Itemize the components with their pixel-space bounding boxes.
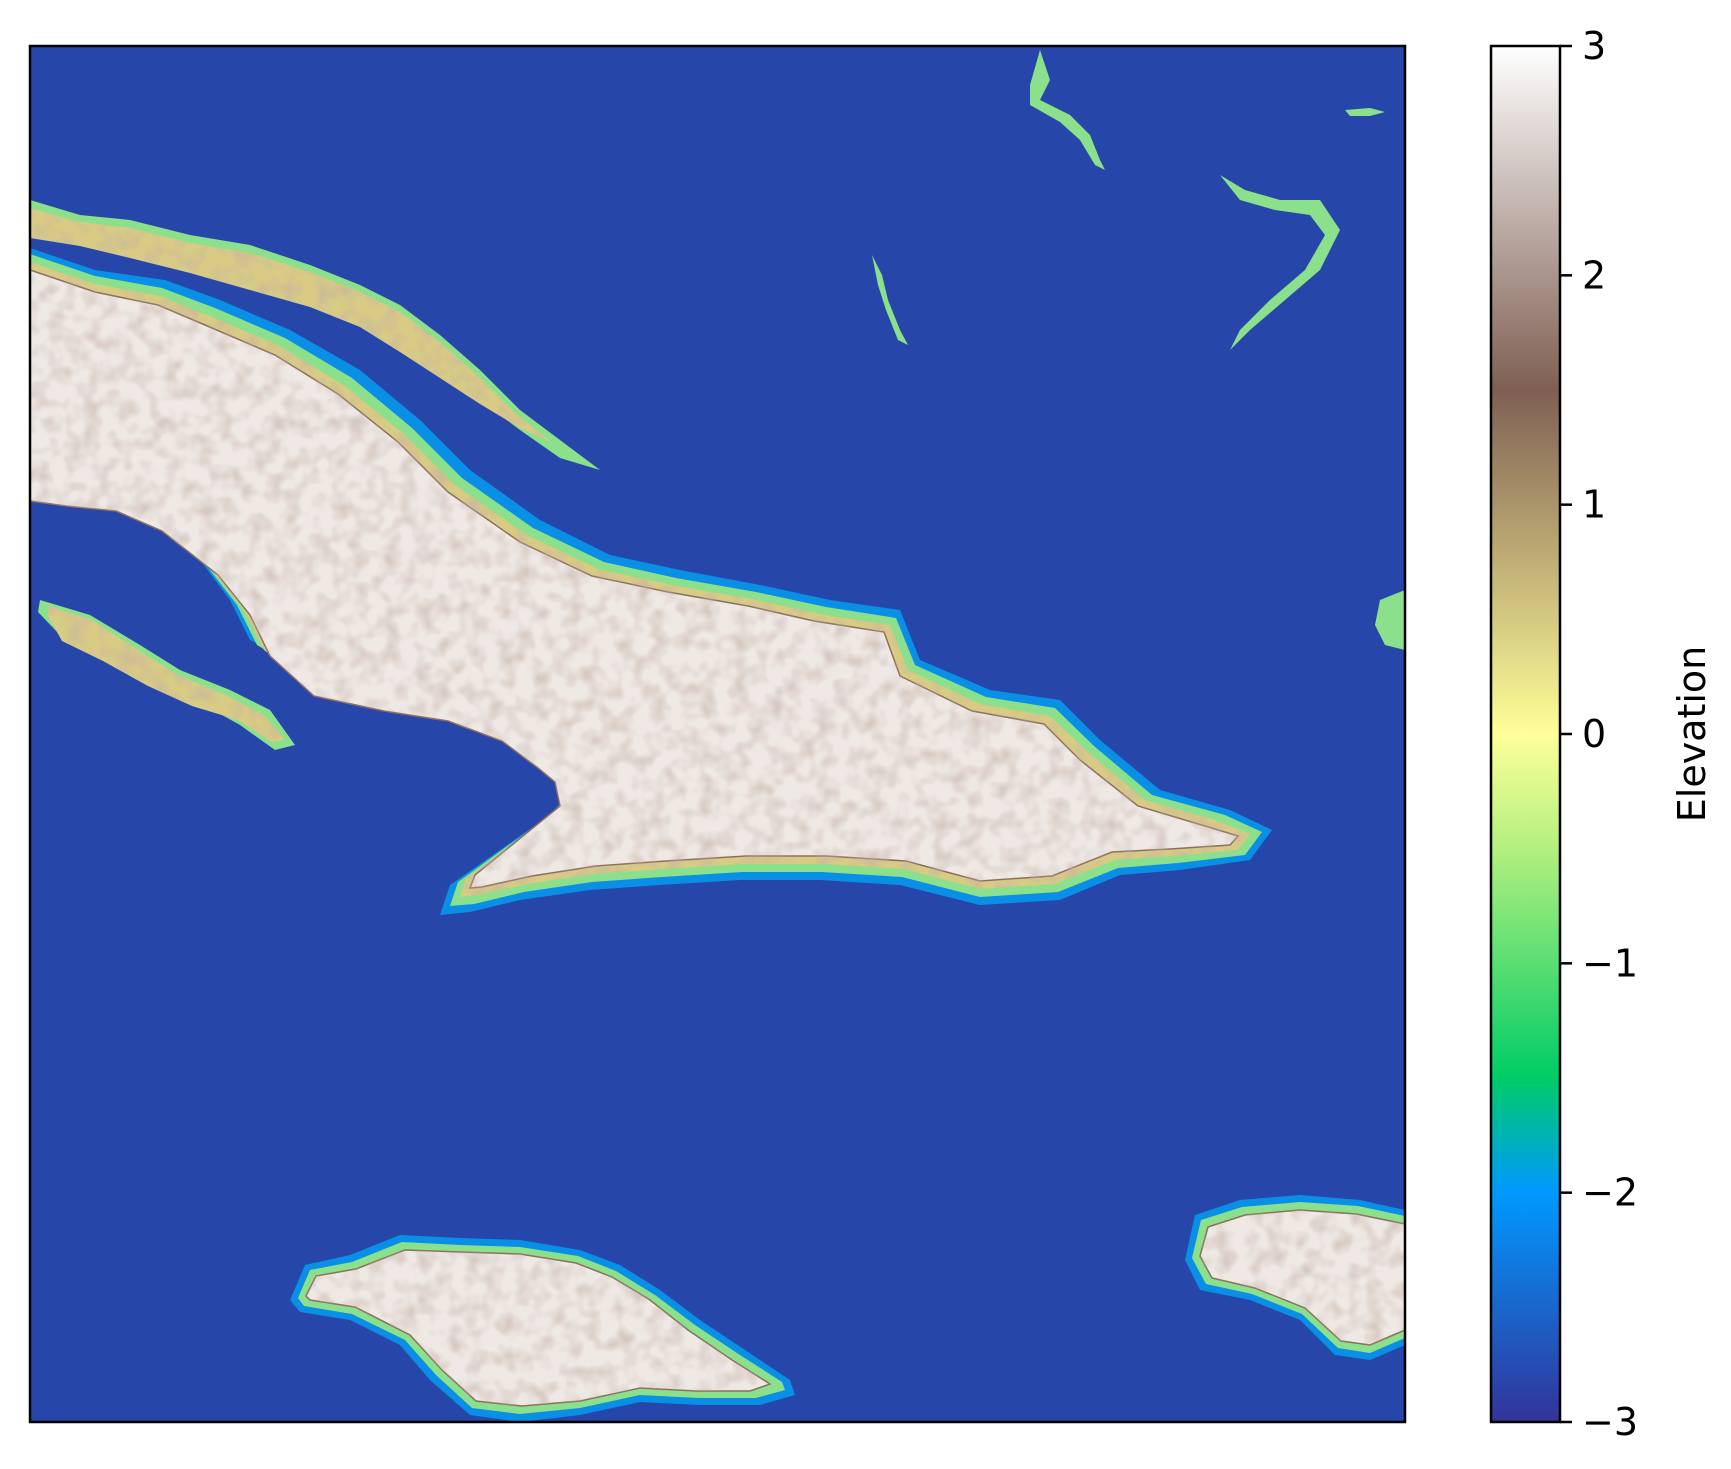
colorbar-tick-label: 0 [1582,712,1606,756]
colorbar-tick-label: 3 [1582,24,1606,68]
colorbar-ticks: 3 2 1 0 −1 −2 −3 [1560,24,1638,1444]
colorbar-tick-label: 1 [1582,483,1606,527]
colorbar-gradient [1491,46,1560,1422]
colorbar: 3 2 1 0 −1 −2 −3 Elevation [1489,24,1714,1444]
colorbar-tick-label: −3 [1582,1400,1638,1444]
colorbar-tick-label: 2 [1582,253,1606,297]
colorbar-tick-label: −2 [1582,1171,1638,1215]
map-frame [28,44,1407,1424]
colorbar-tick-label: −1 [1582,941,1638,985]
colorbar-label: Elevation [1670,646,1714,823]
map-panel [30,46,1405,1422]
elevation-texture [30,46,1405,1422]
